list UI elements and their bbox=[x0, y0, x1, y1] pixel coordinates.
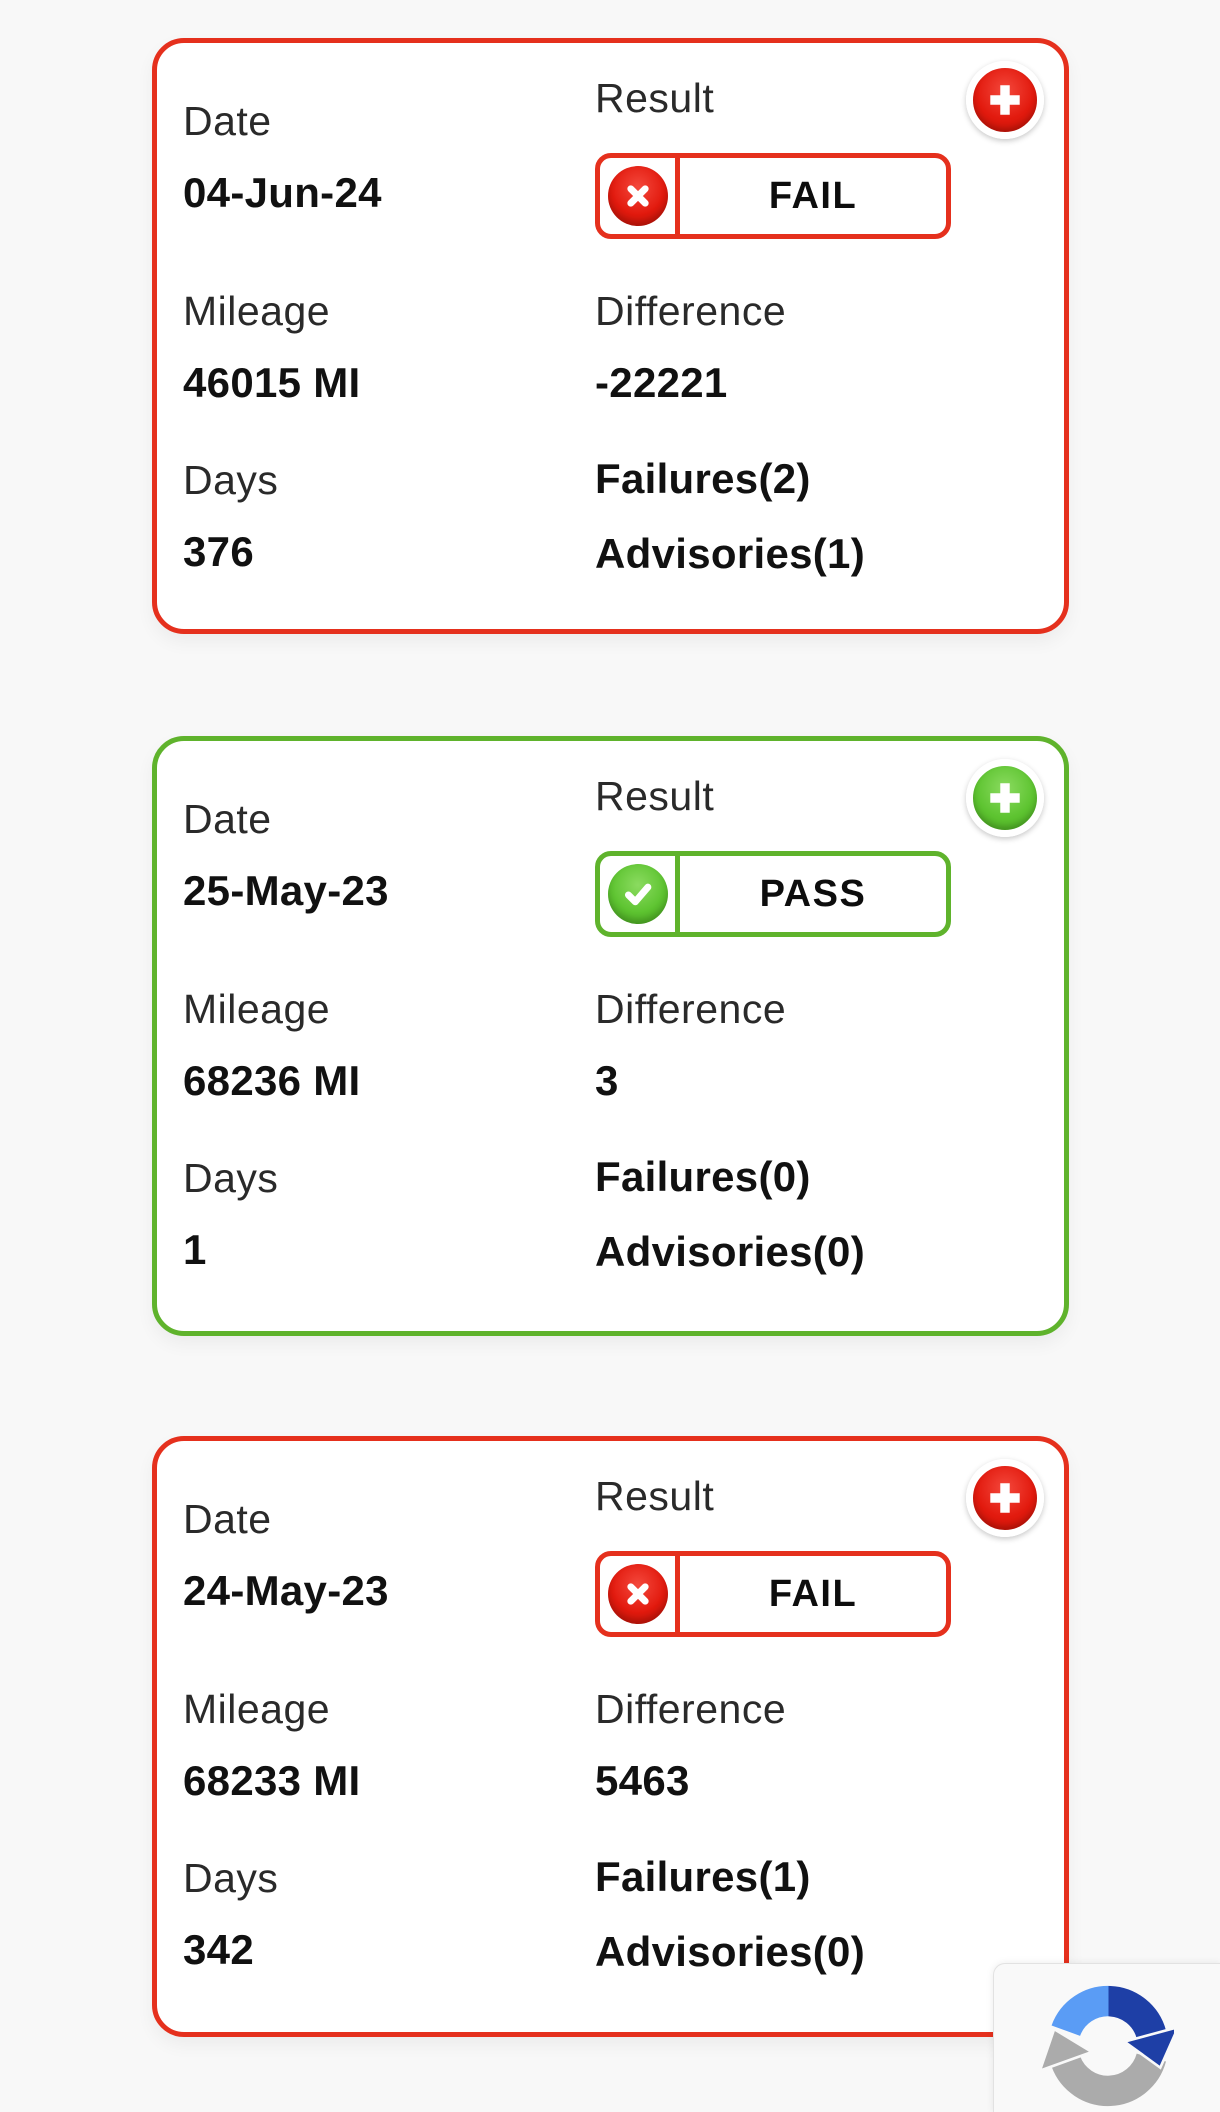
expand-card-button[interactable] bbox=[966, 759, 1044, 837]
difference-value: 5463 bbox=[595, 1757, 690, 1805]
result-group: Result FAIL bbox=[595, 1473, 1038, 1638]
difference-group: Difference 3 bbox=[595, 986, 1038, 1105]
result-icon-cell bbox=[600, 158, 680, 235]
days-value: 342 bbox=[183, 1926, 254, 1974]
result-group: Result FAIL bbox=[595, 75, 1038, 240]
card-grid: Date 24-May-23 Result FAIL Mileage 68233… bbox=[157, 1441, 1064, 1975]
date-group: Date 25-May-23 bbox=[183, 795, 595, 914]
plus-icon bbox=[984, 79, 1026, 121]
days-value: 1 bbox=[183, 1226, 207, 1274]
date-label: Date bbox=[183, 795, 272, 842]
card-grid: Date 25-May-23 Result PASS Mileage 68236… bbox=[157, 741, 1064, 1275]
result-icon-cell bbox=[600, 1556, 680, 1633]
mileage-group: Mileage 46015 MI bbox=[183, 288, 595, 407]
cross-icon bbox=[607, 1564, 668, 1625]
mot-test-card: Date 25-May-23 Result PASS Mileage 68236… bbox=[152, 736, 1069, 1336]
advisories-count: Advisories(1) bbox=[595, 529, 865, 577]
mileage-label: Mileage bbox=[183, 1686, 331, 1733]
defects-group: Failures(0) Advisories(0) bbox=[595, 1153, 1038, 1275]
result-value: FAIL bbox=[768, 1572, 858, 1615]
days-group: Days 1 bbox=[183, 1154, 595, 1274]
recaptcha-refresh-icon bbox=[1042, 1980, 1174, 2112]
date-label: Date bbox=[183, 97, 272, 144]
mileage-value: 68233 MI bbox=[183, 1757, 361, 1805]
result-badge: FAIL bbox=[595, 153, 951, 240]
failures-count: Failures(0) bbox=[595, 1153, 811, 1201]
result-label: Result bbox=[595, 773, 715, 819]
defects-group: Failures(1) Advisories(0) bbox=[595, 1853, 1038, 1975]
advisories-count: Advisories(0) bbox=[595, 1227, 865, 1275]
date-group: Date 04-Jun-24 bbox=[183, 97, 595, 216]
date-value: 25-May-23 bbox=[183, 867, 389, 914]
cross-icon bbox=[607, 166, 668, 227]
failures-count: Failures(2) bbox=[595, 455, 811, 503]
date-value: 04-Jun-24 bbox=[183, 169, 382, 216]
difference-label: Difference bbox=[595, 288, 787, 335]
days-label: Days bbox=[183, 1154, 279, 1201]
expand-card-button[interactable] bbox=[966, 1459, 1044, 1537]
difference-label: Difference bbox=[595, 1686, 787, 1733]
difference-value: -22221 bbox=[595, 359, 728, 407]
mileage-value: 46015 MI bbox=[183, 359, 361, 407]
mileage-group: Mileage 68233 MI bbox=[183, 1686, 595, 1805]
result-value: FAIL bbox=[768, 174, 858, 217]
difference-group: Difference -22221 bbox=[595, 288, 1038, 407]
mot-test-card: Date 04-Jun-24 Result FAIL Mileage 46015… bbox=[152, 38, 1069, 634]
result-group: Result PASS bbox=[595, 773, 1038, 938]
advisories-count: Advisories(0) bbox=[595, 1927, 865, 1975]
result-badge: FAIL bbox=[595, 1551, 951, 1638]
date-value: 24-May-23 bbox=[183, 1567, 389, 1614]
date-group: Date 24-May-23 bbox=[183, 1495, 595, 1614]
plus-icon bbox=[984, 1477, 1026, 1519]
recaptcha-badge[interactable] bbox=[993, 1963, 1220, 2112]
days-value: 376 bbox=[183, 528, 254, 576]
mot-test-card: Date 24-May-23 Result FAIL Mileage 68233… bbox=[152, 1436, 1069, 2037]
check-icon bbox=[607, 864, 668, 925]
days-group: Days 342 bbox=[183, 1854, 595, 1974]
failures-count: Failures(1) bbox=[595, 1853, 811, 1901]
defects-group: Failures(2) Advisories(1) bbox=[595, 455, 1038, 577]
card-grid: Date 04-Jun-24 Result FAIL Mileage 46015… bbox=[157, 43, 1064, 577]
result-value: PASS bbox=[759, 872, 867, 915]
expand-card-button[interactable] bbox=[966, 61, 1044, 139]
days-label: Days bbox=[183, 456, 279, 503]
result-icon-cell bbox=[600, 856, 680, 933]
difference-label: Difference bbox=[595, 986, 787, 1033]
mileage-label: Mileage bbox=[183, 986, 331, 1033]
mileage-label: Mileage bbox=[183, 288, 331, 335]
mileage-group: Mileage 68236 MI bbox=[183, 986, 595, 1105]
difference-value: 3 bbox=[595, 1057, 619, 1105]
result-badge: PASS bbox=[595, 851, 951, 938]
plus-icon bbox=[984, 777, 1026, 819]
result-label: Result bbox=[595, 75, 715, 121]
days-group: Days 376 bbox=[183, 456, 595, 576]
date-label: Date bbox=[183, 1495, 272, 1542]
result-label: Result bbox=[595, 1473, 715, 1519]
mileage-value: 68236 MI bbox=[183, 1057, 361, 1105]
days-label: Days bbox=[183, 1854, 279, 1901]
difference-group: Difference 5463 bbox=[595, 1686, 1038, 1805]
